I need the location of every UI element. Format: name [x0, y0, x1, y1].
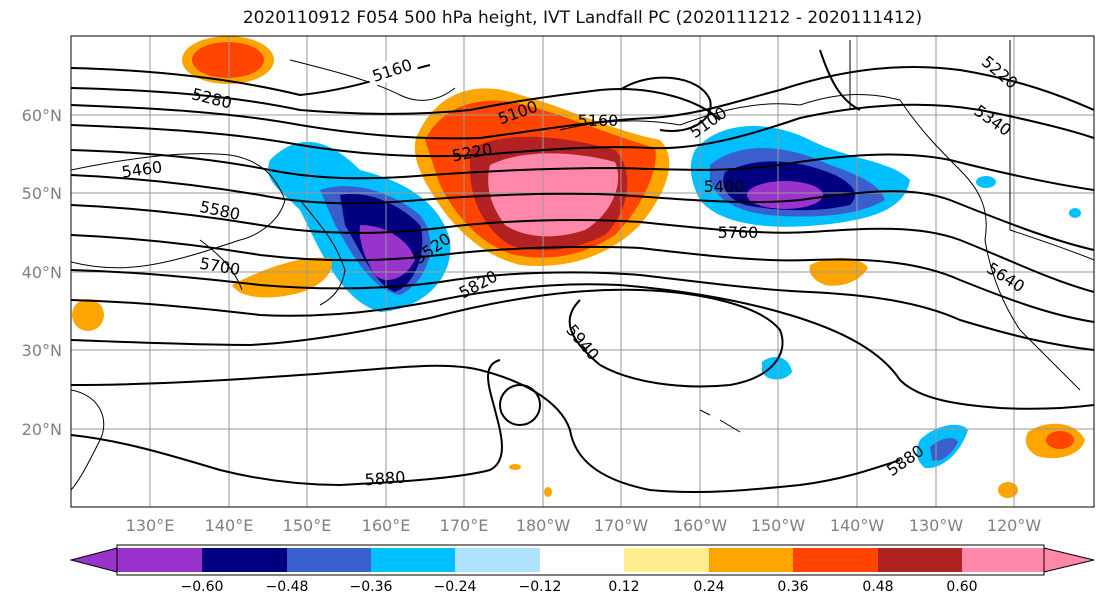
longitude-labels: 130°E 140°E 150°E 160°E 170°E 180°W 170°…	[126, 516, 1042, 535]
lat-label: 50°N	[22, 184, 62, 203]
colorbar-tick: −0.60	[181, 579, 224, 595]
colorbar-swatch	[624, 548, 709, 572]
contour-label: 5760	[718, 223, 759, 242]
colorbar-segments	[69, 547, 1095, 573]
colorbar-extend-high	[1043, 547, 1095, 573]
colorbar-swatch	[287, 548, 371, 572]
lon-label: 170°W	[594, 516, 649, 535]
map-panel: 5160 5100 5160 5100 5280 5220 5460 5580 …	[71, 36, 1094, 507]
contour-label: 5880	[364, 468, 406, 490]
height-contours	[71, 49, 1094, 494]
colorbar-swatch	[878, 548, 962, 572]
colorbar-tick: 0.48	[862, 579, 893, 595]
colorbar-tick: 0.60	[946, 579, 977, 595]
map-title: 2020110912 F054 500 hPa height, IVT Land…	[242, 8, 923, 28]
coastlines	[71, 40, 1094, 491]
lat-label: 40°N	[22, 263, 62, 282]
lon-label: 140°E	[205, 516, 254, 535]
lon-label: 130°E	[126, 516, 175, 535]
colorbar-swatch	[371, 548, 455, 572]
colorbar-tick: −0.24	[434, 579, 477, 595]
colorbar-tick: 0.36	[777, 579, 808, 595]
colorbar-ticks: −0.60 −0.48 −0.36 −0.24 −0.12 0.12 0.24 …	[181, 579, 978, 595]
colorbar-tick: −0.48	[266, 579, 309, 595]
lat-label: 20°N	[22, 420, 62, 439]
colorbar-tick: 0.12	[608, 579, 639, 595]
colorbar-tick: −0.36	[350, 579, 393, 595]
colorbar: −0.60 −0.48 −0.36 −0.24 −0.12 0.12 0.24 …	[69, 544, 1095, 595]
colorbar-swatch	[709, 548, 793, 572]
colorbar-tick: 0.24	[693, 579, 724, 595]
lon-label: 150°E	[283, 516, 332, 535]
lon-label: 120°W	[987, 516, 1042, 535]
lon-label: 130°W	[909, 516, 964, 535]
colorbar-swatch	[202, 548, 287, 572]
lon-label: 170°E	[440, 516, 489, 535]
lat-label: 60°N	[22, 106, 62, 125]
colorbar-tick: −0.12	[519, 579, 562, 595]
lat-label: 30°N	[22, 341, 62, 360]
colorbar-swatch	[793, 548, 878, 572]
contour-label: 5160	[578, 111, 619, 130]
lon-label: 150°W	[751, 516, 806, 535]
colorbar-swatch	[455, 548, 540, 572]
colorbar-extend-low	[69, 547, 118, 573]
lon-label: 160°E	[362, 516, 411, 535]
map-frame	[70, 35, 1095, 508]
colorbar-swatch	[540, 548, 624, 572]
latitude-labels: 20°N 30°N 40°N 50°N 60°N	[22, 106, 62, 439]
contour-label: 5400	[704, 177, 745, 196]
lon-label: 140°W	[830, 516, 885, 535]
lon-label: 180°W	[516, 516, 571, 535]
lon-label: 160°W	[673, 516, 728, 535]
colorbar-swatch	[117, 548, 202, 572]
colorbar-swatch	[962, 548, 1044, 572]
